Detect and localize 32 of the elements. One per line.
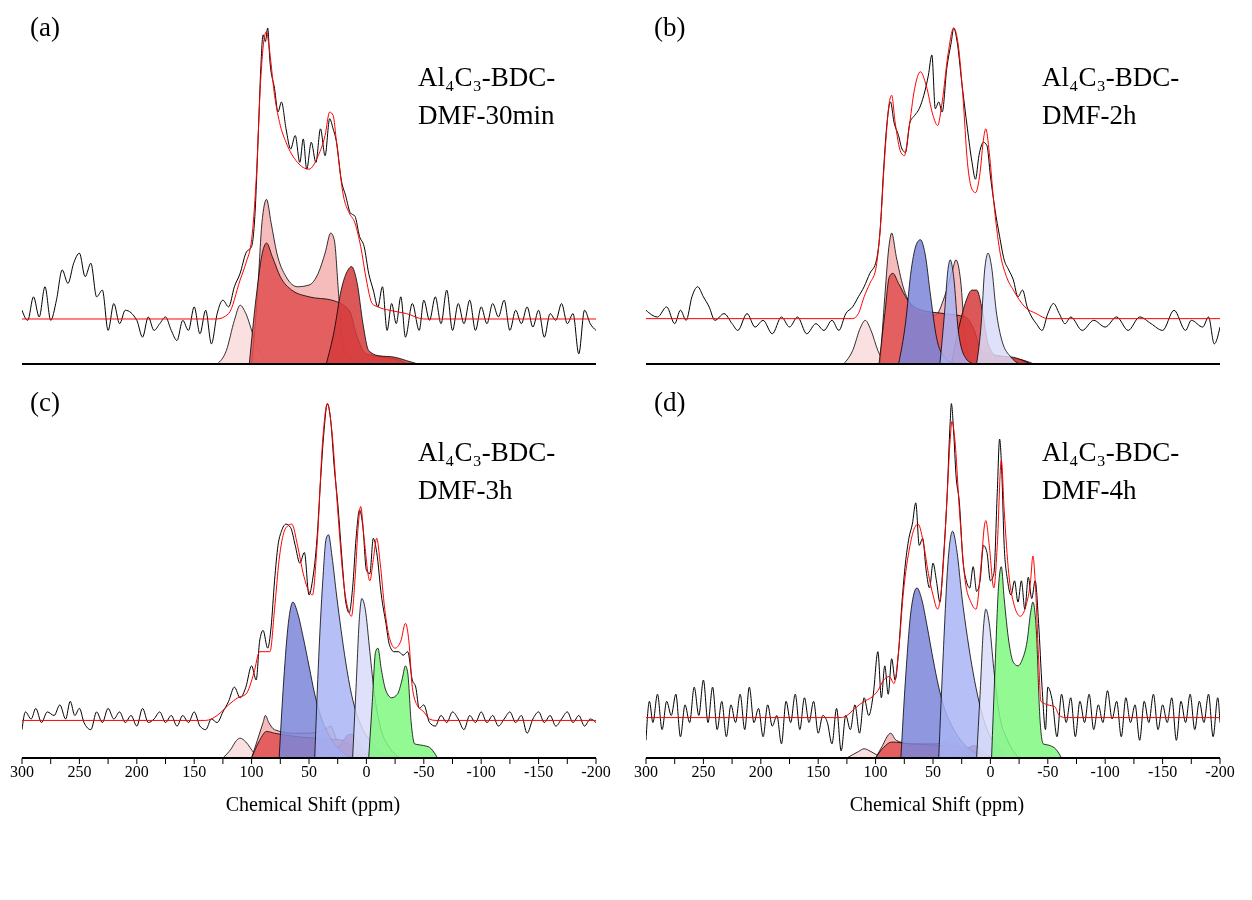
x-tick-label: 250 (691, 763, 716, 781)
x-tick-label: 150 (182, 763, 207, 781)
chart-title: (a) (30, 12, 60, 43)
x-tick-label: -100 (1090, 763, 1120, 781)
x-tick-label: 100 (863, 763, 888, 781)
x-tick-label: 50 (925, 763, 941, 781)
x-axis-title: Chemical Shift (ppm) (224, 793, 402, 816)
x-tick-label: 300 (634, 763, 658, 781)
chart-title: (c) (30, 387, 60, 418)
text: Al₄C₃-BDC-DMF-4h (1042, 436, 1181, 507)
text: Al₄C₃-BDC-DMF-2h (1042, 61, 1181, 132)
x-tick-label: -50 (1037, 763, 1059, 781)
x-axis-title: Chemical Shift (ppm) (848, 793, 1026, 816)
x-tick-label: -150 (1147, 763, 1178, 781)
x-tick-label: 50 (301, 763, 317, 781)
x-tick-label: -150 (523, 763, 554, 781)
x-tick-label: -100 (466, 763, 496, 781)
x-tick-label: 300 (10, 763, 34, 781)
text: Al₄C₃-BDC-DMF-3h (418, 436, 557, 507)
x-tick-label: 0 (986, 763, 995, 781)
x-tick-label: -200 (1205, 763, 1235, 781)
chart-title: (d) (654, 387, 686, 418)
chart-title: (b) (654, 12, 686, 43)
x-tick-label: -50 (413, 763, 435, 781)
x-tick-label: 200 (748, 763, 773, 781)
x-tick-label: 150 (806, 763, 831, 781)
x-tick-label: 200 (124, 763, 149, 781)
x-tick-label: 250 (67, 763, 92, 781)
text: Al₄C₃-BDC-DMF-30min (418, 61, 557, 132)
x-tick-label: 0 (362, 763, 371, 781)
x-tick-label: -200 (581, 763, 611, 781)
x-tick-label: 100 (239, 763, 264, 781)
